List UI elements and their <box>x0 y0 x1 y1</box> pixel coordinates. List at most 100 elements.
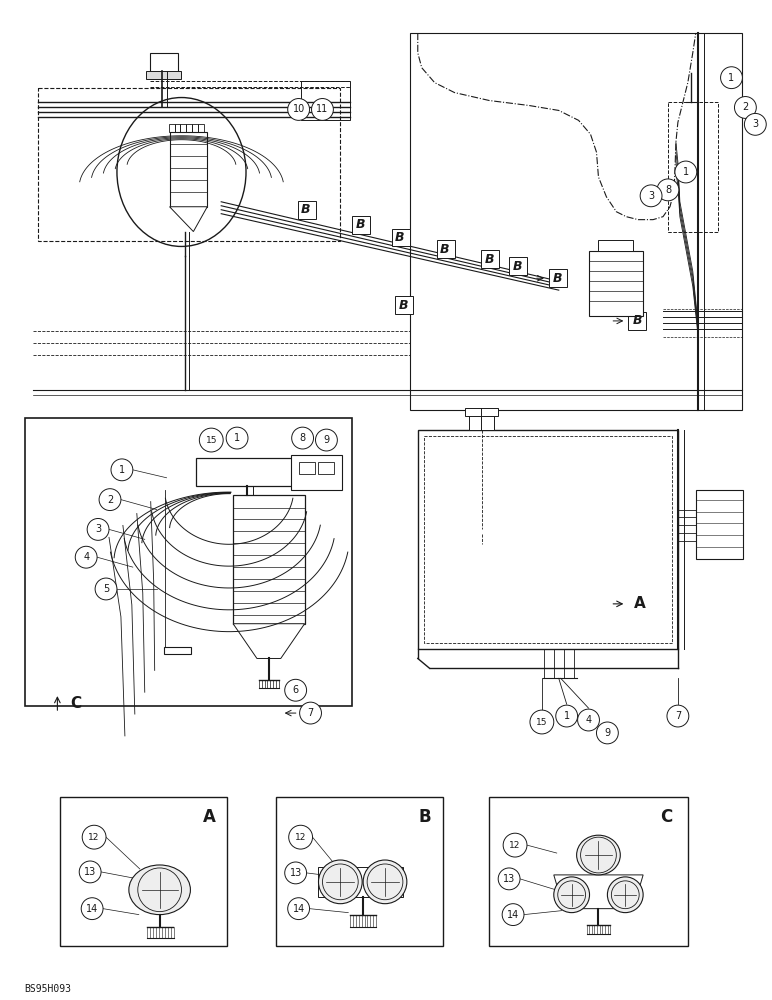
Text: B: B <box>399 299 408 312</box>
Text: 4: 4 <box>585 715 591 725</box>
Text: 8: 8 <box>665 185 671 195</box>
Circle shape <box>111 459 133 481</box>
Circle shape <box>288 898 310 920</box>
Text: B: B <box>355 218 365 231</box>
Ellipse shape <box>319 860 362 904</box>
Circle shape <box>288 99 310 120</box>
Text: 8: 8 <box>300 433 306 443</box>
Ellipse shape <box>129 865 191 915</box>
Text: B: B <box>553 272 563 285</box>
Text: 2: 2 <box>742 102 749 112</box>
Text: 13: 13 <box>290 868 302 878</box>
Ellipse shape <box>608 877 643 913</box>
Text: B: B <box>301 203 310 216</box>
Bar <box>549 269 567 287</box>
Circle shape <box>657 179 679 201</box>
Text: C: C <box>70 696 81 711</box>
Bar <box>187 124 192 132</box>
Bar <box>410 33 743 410</box>
Text: 2: 2 <box>107 495 113 505</box>
Bar <box>168 124 174 132</box>
Bar <box>276 797 442 946</box>
Bar <box>164 647 191 654</box>
Circle shape <box>300 702 321 724</box>
Circle shape <box>503 833 527 857</box>
Bar <box>174 124 181 132</box>
Text: 3: 3 <box>752 119 758 129</box>
Bar <box>299 462 314 474</box>
Circle shape <box>502 904 524 926</box>
Bar <box>418 430 678 649</box>
Bar <box>319 867 403 897</box>
Text: 9: 9 <box>604 728 611 738</box>
Bar <box>598 240 633 251</box>
Bar <box>395 296 413 314</box>
Bar <box>319 462 334 474</box>
Text: 13: 13 <box>503 874 515 884</box>
Circle shape <box>81 898 103 920</box>
Circle shape <box>285 862 306 884</box>
Text: 1: 1 <box>119 465 125 475</box>
Text: 1: 1 <box>682 167 689 177</box>
Circle shape <box>720 67 743 89</box>
Polygon shape <box>233 624 305 658</box>
Text: 14: 14 <box>293 904 305 914</box>
Circle shape <box>640 185 662 207</box>
Bar <box>628 312 646 330</box>
Circle shape <box>312 99 334 120</box>
Text: 1: 1 <box>564 711 570 721</box>
Text: 5: 5 <box>103 584 109 594</box>
Circle shape <box>199 428 223 452</box>
Text: 1: 1 <box>729 73 735 83</box>
Text: 14: 14 <box>86 904 98 914</box>
Text: 1: 1 <box>234 433 240 443</box>
Bar <box>509 257 527 275</box>
Bar <box>38 88 340 241</box>
Circle shape <box>289 825 313 849</box>
Bar <box>489 797 688 946</box>
Text: 12: 12 <box>510 841 521 850</box>
Bar <box>481 250 499 268</box>
Bar <box>352 216 370 234</box>
Polygon shape <box>554 875 643 909</box>
Bar <box>437 240 455 258</box>
Text: 9: 9 <box>323 435 330 445</box>
Bar <box>181 124 187 132</box>
Text: B: B <box>418 808 431 826</box>
Circle shape <box>316 429 337 451</box>
Circle shape <box>285 679 306 701</box>
Circle shape <box>75 546 97 568</box>
Text: C: C <box>660 808 672 826</box>
Text: 4: 4 <box>83 552 90 562</box>
Circle shape <box>95 578 117 600</box>
Circle shape <box>99 489 121 511</box>
Circle shape <box>530 710 554 734</box>
Ellipse shape <box>363 860 407 904</box>
Bar <box>198 124 205 132</box>
Polygon shape <box>170 207 208 232</box>
Circle shape <box>675 161 697 183</box>
Text: B: B <box>513 260 522 273</box>
Circle shape <box>498 868 520 890</box>
Text: 11: 11 <box>317 104 329 114</box>
Circle shape <box>556 705 577 727</box>
Ellipse shape <box>577 835 620 875</box>
Bar <box>196 458 340 486</box>
Circle shape <box>577 709 599 731</box>
Text: 3: 3 <box>95 524 101 534</box>
Bar <box>424 436 672 643</box>
Text: 6: 6 <box>293 685 299 695</box>
Bar <box>300 81 350 120</box>
Bar <box>25 418 352 706</box>
Text: B: B <box>440 243 449 256</box>
Circle shape <box>292 427 313 449</box>
Circle shape <box>226 427 248 449</box>
Text: 15: 15 <box>536 718 547 727</box>
Bar <box>60 797 227 946</box>
Ellipse shape <box>554 877 590 913</box>
Text: B: B <box>395 231 405 244</box>
Text: 15: 15 <box>205 436 217 445</box>
Bar <box>392 229 410 246</box>
Bar <box>466 408 498 416</box>
Text: 14: 14 <box>507 910 520 920</box>
